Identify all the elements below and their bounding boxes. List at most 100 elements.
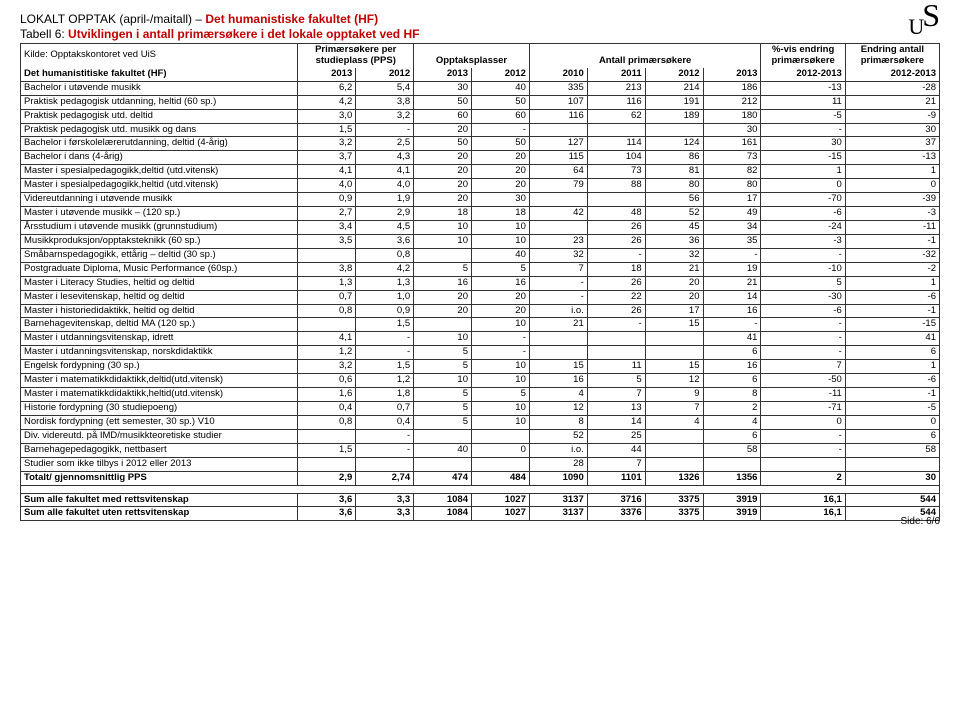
col-antall: Antall primærsøkere	[529, 44, 761, 68]
row-value: -24	[761, 220, 845, 234]
row-value: 20	[645, 290, 703, 304]
row-value: 80	[645, 179, 703, 193]
row-value: 16	[471, 276, 529, 290]
row-value: 4,1	[298, 165, 356, 179]
row-value: 6	[703, 346, 761, 360]
row-value: 20	[471, 165, 529, 179]
row-value: -50	[761, 374, 845, 388]
table-row: Historie fordypning (30 studiepoeng)0,40…	[21, 401, 940, 415]
row-value: -6	[761, 304, 845, 318]
row-value: -15	[845, 318, 939, 332]
row-label: Master i Literacy Studies, heltid og del…	[21, 276, 298, 290]
row-value: 22	[587, 290, 645, 304]
row-value: 5	[471, 388, 529, 402]
row-value: 21	[703, 276, 761, 290]
row-value: 81	[645, 165, 703, 179]
row-label: Nordisk fordypning (ett semester, 30 sp.…	[21, 415, 298, 429]
row-value: 0,6	[298, 374, 356, 388]
row-label: Master i spesialpedagogikk,deltid (utd.v…	[21, 165, 298, 179]
row-value: 17	[645, 304, 703, 318]
row-value	[587, 193, 645, 207]
table-row: Praktisk pedagogisk utd. musikk og dans1…	[21, 123, 940, 137]
row-value: 34	[703, 220, 761, 234]
table-row: Sum alle fakultet uten rettsvitenskap3,6…	[21, 507, 940, 521]
row-value: -	[761, 346, 845, 360]
row-value: 0,4	[298, 401, 356, 415]
row-value	[356, 457, 414, 471]
row-value	[529, 220, 587, 234]
row-value: 2,9	[298, 471, 356, 485]
row-value: -	[703, 318, 761, 332]
table-row: Praktisk pedagogisk utd. deltid3,03,2606…	[21, 109, 940, 123]
row-value: 20	[471, 290, 529, 304]
row-value: 1,3	[298, 276, 356, 290]
row-value: 0	[471, 443, 529, 457]
row-value: 7	[529, 262, 587, 276]
row-value: 1084	[414, 493, 472, 507]
table-row: Videreutdanning i utøvende musikk0,91,92…	[21, 193, 940, 207]
row-label: Master i utøvende musikk – (120 sp.)	[21, 207, 298, 221]
faculty-header: Det humanistitiske fakultet (HF)	[21, 68, 298, 81]
row-value: 4,1	[298, 332, 356, 346]
table-row: Master i historiedidaktikk, heltid og de…	[21, 304, 940, 318]
row-value: 58	[703, 443, 761, 457]
row-value	[298, 318, 356, 332]
table-row: Årsstudium i utøvende musikk (grunnstudi…	[21, 220, 940, 234]
row-value: 127	[529, 137, 587, 151]
row-value: -	[356, 429, 414, 443]
row-value: 1,5	[298, 123, 356, 137]
row-value: 1,6	[298, 388, 356, 402]
row-value: 50	[414, 137, 472, 151]
row-value: 20	[414, 193, 472, 207]
row-value: 18	[414, 207, 472, 221]
table-row: Totalt/ gjennomsnittlig PPS2,92,74474484…	[21, 471, 940, 485]
col-endring: Endring antall primærsøkere	[845, 44, 939, 68]
row-value: 2,74	[356, 471, 414, 485]
row-value: 62	[587, 109, 645, 123]
title-line-1: LOKALT OPPTAK (april-/maitall) – Det hum…	[20, 12, 940, 26]
row-value: 44	[587, 443, 645, 457]
table-row: Master i matematikkdidaktikk,heltid(utd.…	[21, 388, 940, 402]
row-value: 4,0	[298, 179, 356, 193]
row-value: 73	[703, 151, 761, 165]
row-value: 2,5	[356, 137, 414, 151]
row-value: 36	[645, 234, 703, 248]
row-value: 48	[587, 207, 645, 221]
row-value: 1090	[529, 471, 587, 485]
row-value: -	[761, 248, 845, 262]
row-value	[703, 457, 761, 471]
row-value	[587, 123, 645, 137]
row-value: 0,7	[356, 401, 414, 415]
row-value: 1,2	[298, 346, 356, 360]
table-row: Master i utdanningsvitenskap, norskdidak…	[21, 346, 940, 360]
table-row: Bachelor i utøvende musikk6,25,430403352…	[21, 81, 940, 95]
row-value: i.o.	[529, 304, 587, 318]
row-label: Bachelor i førskolelærerutdanning, delti…	[21, 137, 298, 151]
row-value: 58	[845, 443, 939, 457]
row-value: -70	[761, 193, 845, 207]
row-value: -30	[761, 290, 845, 304]
row-value: 186	[703, 81, 761, 95]
row-value	[298, 457, 356, 471]
row-value: 82	[703, 165, 761, 179]
row-value: 42	[529, 207, 587, 221]
row-value: 180	[703, 109, 761, 123]
row-value: 3,2	[298, 137, 356, 151]
row-value	[845, 457, 939, 471]
row-value: 0,8	[298, 304, 356, 318]
row-value: 4	[529, 388, 587, 402]
row-value	[645, 429, 703, 443]
row-value: -	[529, 290, 587, 304]
row-value: 335	[529, 81, 587, 95]
row-value: 8	[529, 415, 587, 429]
row-value: 21	[529, 318, 587, 332]
row-value: -	[761, 318, 845, 332]
row-value: 5,4	[356, 81, 414, 95]
row-label: Master i matematikkdidaktikk,heltid(utd.…	[21, 388, 298, 402]
row-value: 1027	[471, 507, 529, 521]
row-label: Bachelor i utøvende musikk	[21, 81, 298, 95]
row-value	[645, 457, 703, 471]
row-value: 16	[703, 360, 761, 374]
row-label: Praktisk pedagogisk utd. deltid	[21, 109, 298, 123]
row-value: 3,5	[298, 234, 356, 248]
